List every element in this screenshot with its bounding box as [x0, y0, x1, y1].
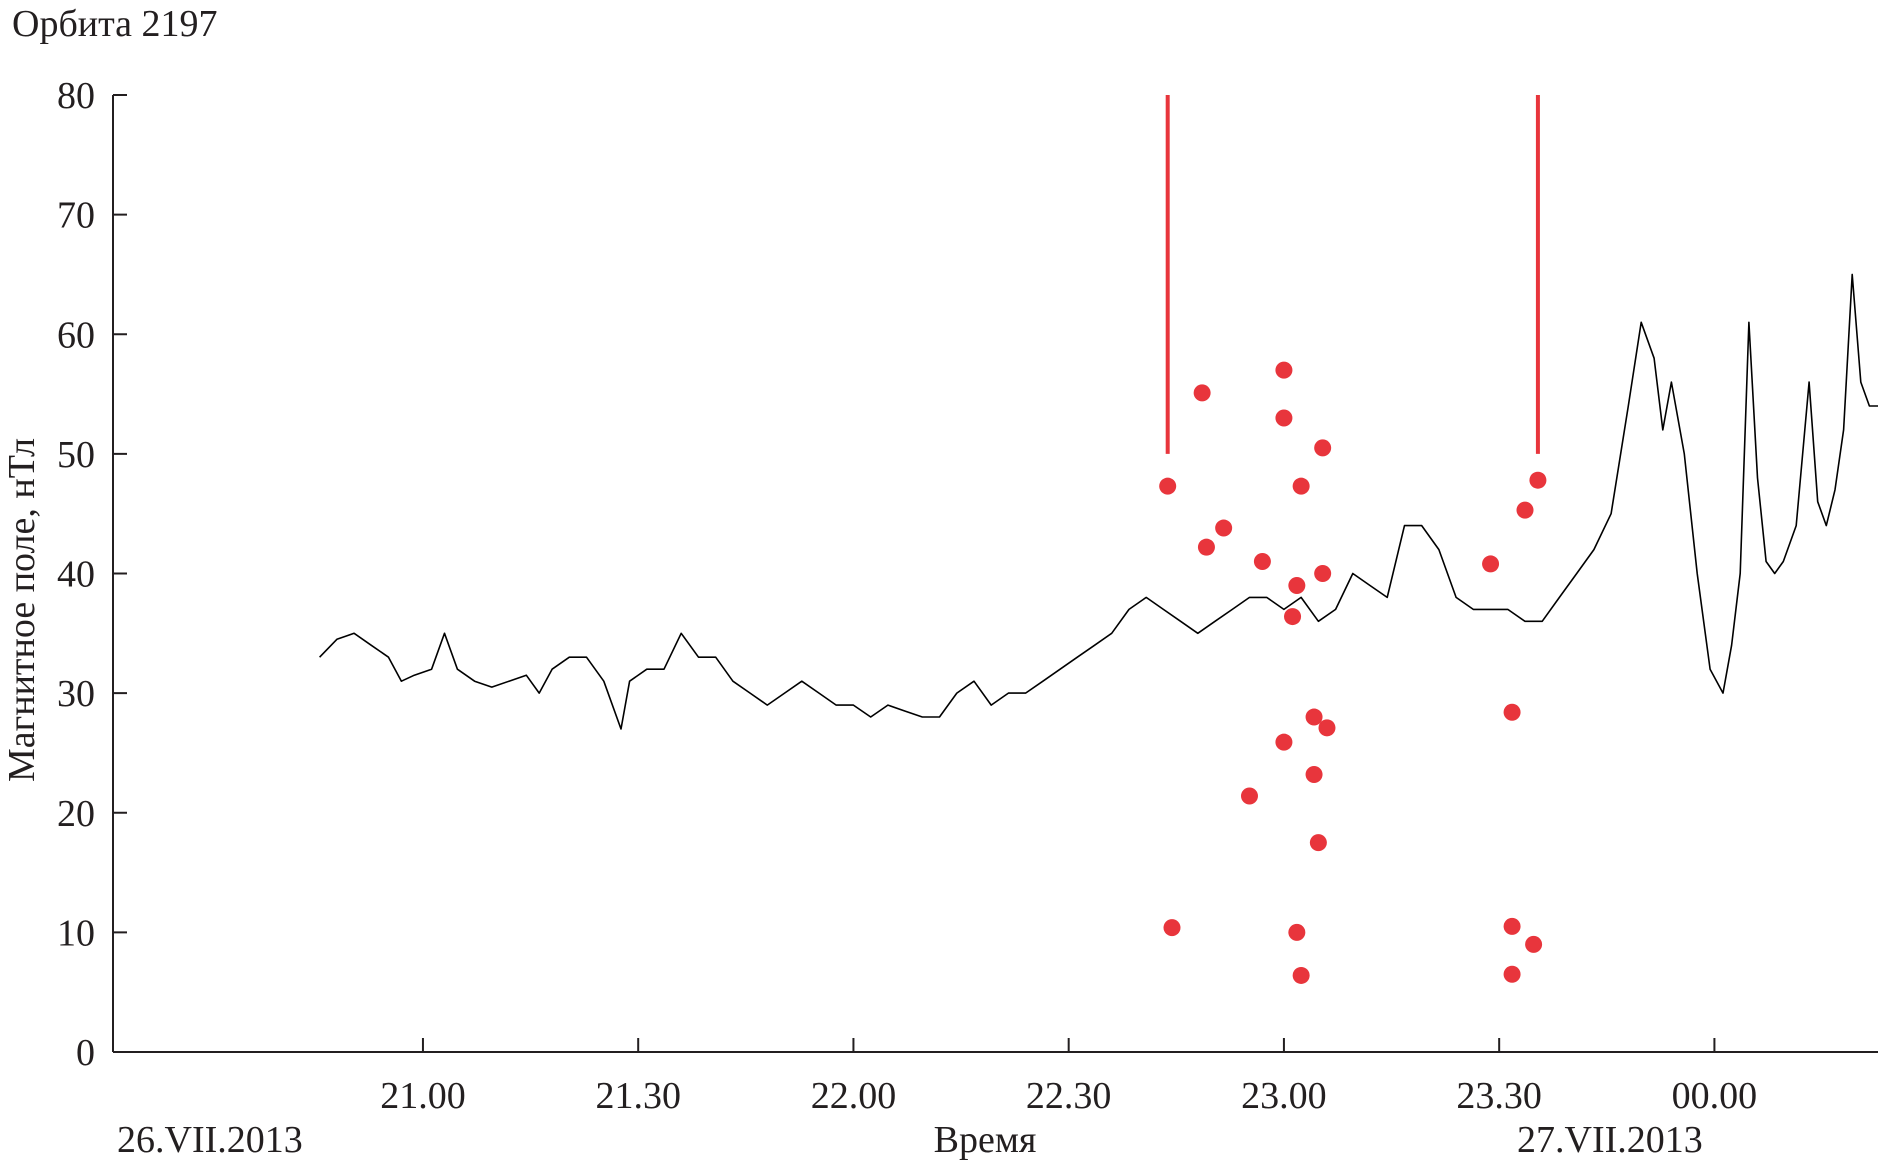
y-tick-label: 40	[57, 554, 95, 596]
event-marker	[1288, 576, 1306, 594]
event-marker	[1284, 608, 1302, 626]
event-marker	[1253, 553, 1271, 571]
event-marker	[1314, 439, 1332, 457]
orbit-title: Орбита 2197	[12, 3, 218, 45]
y-tick-label: 80	[57, 75, 95, 117]
y-tick-label: 0	[76, 1032, 95, 1074]
y-tick-label: 20	[57, 793, 95, 835]
event-marker	[1516, 501, 1534, 519]
event-marker	[1305, 708, 1323, 726]
event-marker	[1503, 917, 1521, 935]
marks	[319, 95, 1878, 984]
event-marker	[1275, 361, 1293, 379]
axes: 0 10 20 30 40 50 60 70 80 21.00 21.30 22.00 22.30 23.…	[57, 75, 1878, 1117]
x-tick-label: 23.00	[1241, 1075, 1327, 1117]
x-tick-label: 00.00	[1672, 1075, 1758, 1117]
event-marker	[1288, 923, 1306, 941]
event-marker	[1482, 555, 1500, 573]
event-marker	[1197, 538, 1215, 556]
series-line	[319, 273, 1878, 730]
y-tick-label: 70	[57, 195, 95, 237]
x-axis-label: Время	[933, 1119, 1037, 1161]
y-tick-label: 10	[57, 912, 95, 954]
event-marker	[1314, 565, 1332, 582]
date-right: 27.VII.2013	[1517, 1119, 1703, 1161]
event-marker	[1215, 519, 1233, 537]
x-tick-label: 22.00	[811, 1075, 897, 1117]
x-tick-label: 21.00	[380, 1075, 466, 1117]
event-marker	[1275, 733, 1293, 751]
y-tick-label: 60	[57, 314, 95, 356]
event-marker	[1292, 966, 1310, 984]
event-marker	[1240, 787, 1258, 805]
event-marker	[1159, 477, 1177, 495]
event-marker	[1309, 834, 1327, 852]
y-tick-label: 50	[57, 434, 95, 476]
event-marker	[1292, 477, 1310, 495]
event-marker	[1193, 384, 1211, 402]
event-marker	[1305, 765, 1323, 783]
event-marker	[1525, 935, 1543, 953]
event-marker	[1503, 703, 1521, 721]
x-tick-label: 22.30	[1026, 1075, 1112, 1117]
date-left: 26.VII.2013	[117, 1119, 303, 1161]
y-tick-label: 30	[57, 673, 95, 715]
event-marker	[1529, 471, 1547, 489]
y-axis-label: Магнитное поле, нТл	[1, 438, 43, 782]
x-tick-label: 21.30	[595, 1075, 681, 1117]
event-marker	[1318, 719, 1336, 737]
event-marker	[1163, 919, 1181, 937]
event-marker	[1275, 409, 1293, 427]
x-tick-label: 23.30	[1456, 1075, 1542, 1117]
event-marker	[1503, 965, 1521, 983]
